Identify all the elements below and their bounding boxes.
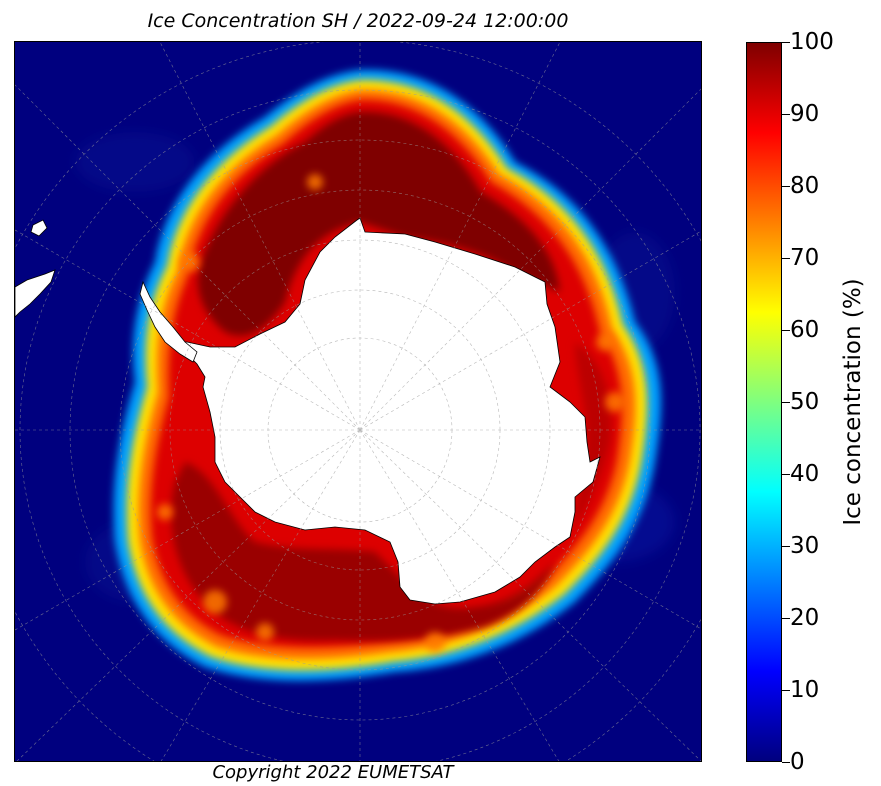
colorbar-tick-label: 60 <box>790 317 820 343</box>
antarctica-land <box>179 217 601 605</box>
colorbar-tick <box>782 473 790 475</box>
colorbar-tick <box>782 761 790 763</box>
graticule <box>15 42 701 761</box>
colorbar-tick <box>782 113 790 115</box>
antarctic-peninsula <box>139 280 198 363</box>
colorbar-tick <box>782 617 790 619</box>
colorbar-tick-label: 90 <box>790 101 820 127</box>
south-america-tip <box>15 269 56 318</box>
colorbar-tick <box>782 329 790 331</box>
colorbar-tick-label: 30 <box>790 533 820 559</box>
colorbar-tick-label: 20 <box>790 605 820 631</box>
colorbar-tick-label: 40 <box>790 461 820 487</box>
colorbar-tick <box>782 545 790 547</box>
colorbar-tick-label: 10 <box>790 677 820 703</box>
colorbar-tick-label: 70 <box>790 245 820 271</box>
ice-concentration-map <box>14 41 702 762</box>
colorbar-tick <box>782 257 790 259</box>
colorbar-tick <box>782 689 790 691</box>
falkland-islands <box>30 219 48 237</box>
colorbar-tick-label: 50 <box>790 389 820 415</box>
colorbar-tick <box>782 185 790 187</box>
colorbar-label: Ice concentration (%) <box>840 278 866 526</box>
colorbar-tick-label: 0 <box>790 749 805 775</box>
colorbar-tick <box>782 401 790 403</box>
map-canvas <box>15 42 701 761</box>
copyright-text: Copyright 2022 EUMETSAT <box>212 762 454 783</box>
colorbar-tick-label: 100 <box>790 29 834 55</box>
colorbar <box>746 42 782 762</box>
colorbar-tick <box>782 41 790 43</box>
colorbar-tick-label: 80 <box>790 173 820 199</box>
map-title: Ice Concentration SH / 2022-09-24 12:00:… <box>147 10 569 32</box>
